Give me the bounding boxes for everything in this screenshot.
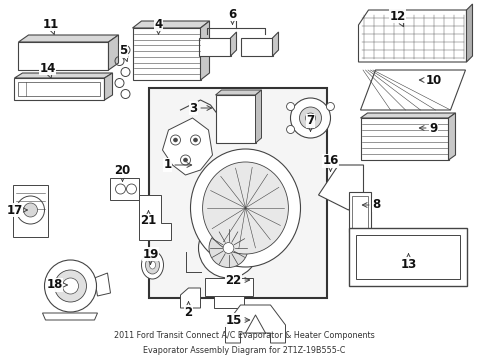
Polygon shape xyxy=(19,35,118,42)
Bar xyxy=(348,192,370,232)
Polygon shape xyxy=(200,21,209,80)
Polygon shape xyxy=(447,113,454,160)
Polygon shape xyxy=(108,35,118,70)
Bar xyxy=(198,38,230,56)
Circle shape xyxy=(193,138,197,142)
Circle shape xyxy=(17,196,44,224)
Polygon shape xyxy=(94,273,110,296)
Ellipse shape xyxy=(141,251,163,279)
Polygon shape xyxy=(138,195,170,240)
Polygon shape xyxy=(15,73,112,78)
Text: Evaporator Assembly Diagram for 2T1Z-19B555-C: Evaporator Assembly Diagram for 2T1Z-19B… xyxy=(143,346,345,355)
Circle shape xyxy=(208,229,247,267)
Bar xyxy=(148,88,326,298)
Polygon shape xyxy=(180,288,200,308)
Text: 3: 3 xyxy=(189,102,211,114)
Circle shape xyxy=(326,103,334,111)
Bar xyxy=(19,82,101,96)
Circle shape xyxy=(198,218,258,278)
Polygon shape xyxy=(360,70,465,110)
Text: 18: 18 xyxy=(46,279,67,292)
Bar xyxy=(110,178,138,200)
Ellipse shape xyxy=(145,256,159,274)
Circle shape xyxy=(286,103,294,111)
Polygon shape xyxy=(318,165,363,210)
Text: 8: 8 xyxy=(362,198,380,211)
Text: 21: 21 xyxy=(140,211,156,228)
Circle shape xyxy=(299,107,321,129)
Text: 11: 11 xyxy=(42,18,59,35)
Polygon shape xyxy=(42,313,97,320)
Text: 9: 9 xyxy=(419,122,437,135)
Text: 15: 15 xyxy=(225,314,249,327)
Polygon shape xyxy=(104,73,112,100)
Polygon shape xyxy=(230,32,236,56)
Circle shape xyxy=(44,260,96,312)
Circle shape xyxy=(286,126,294,134)
Circle shape xyxy=(290,98,330,138)
Circle shape xyxy=(305,113,315,123)
Bar xyxy=(14,185,48,237)
Bar xyxy=(355,235,459,279)
Polygon shape xyxy=(19,42,108,70)
Text: 10: 10 xyxy=(419,73,441,86)
Polygon shape xyxy=(132,28,200,80)
Text: 13: 13 xyxy=(400,254,416,270)
Polygon shape xyxy=(255,90,261,143)
Polygon shape xyxy=(360,118,447,160)
Bar xyxy=(240,38,272,56)
Bar xyxy=(215,95,255,143)
Text: 7: 7 xyxy=(306,114,314,131)
Text: 5: 5 xyxy=(119,45,127,62)
Polygon shape xyxy=(466,4,471,62)
Text: 16: 16 xyxy=(322,154,338,171)
Polygon shape xyxy=(272,32,278,56)
Text: 6: 6 xyxy=(228,8,236,24)
Circle shape xyxy=(23,203,38,217)
Circle shape xyxy=(183,158,187,162)
Polygon shape xyxy=(360,113,454,118)
Text: 4: 4 xyxy=(154,18,163,34)
Circle shape xyxy=(223,243,233,253)
Polygon shape xyxy=(358,10,466,62)
Text: 19: 19 xyxy=(142,248,159,264)
Bar xyxy=(348,228,466,286)
Ellipse shape xyxy=(149,261,155,269)
Text: 20: 20 xyxy=(114,165,130,181)
Polygon shape xyxy=(215,90,261,95)
Bar xyxy=(204,278,252,296)
Circle shape xyxy=(54,270,86,302)
Text: 2011 Ford Transit Connect A/C Evaporator & Heater Components: 2011 Ford Transit Connect A/C Evaporator… xyxy=(114,331,374,340)
Ellipse shape xyxy=(202,162,288,254)
Polygon shape xyxy=(132,21,209,28)
Bar xyxy=(213,296,243,308)
Polygon shape xyxy=(225,305,285,343)
Text: 12: 12 xyxy=(388,9,405,27)
Bar xyxy=(351,196,367,228)
Text: 22: 22 xyxy=(225,274,249,287)
Circle shape xyxy=(173,138,177,142)
Text: 14: 14 xyxy=(39,62,56,78)
Text: 17: 17 xyxy=(6,203,27,216)
Circle shape xyxy=(62,278,79,294)
Polygon shape xyxy=(15,78,104,100)
Text: 2: 2 xyxy=(184,302,192,319)
Text: 1: 1 xyxy=(163,158,191,171)
Polygon shape xyxy=(162,118,212,175)
Ellipse shape xyxy=(190,149,300,267)
